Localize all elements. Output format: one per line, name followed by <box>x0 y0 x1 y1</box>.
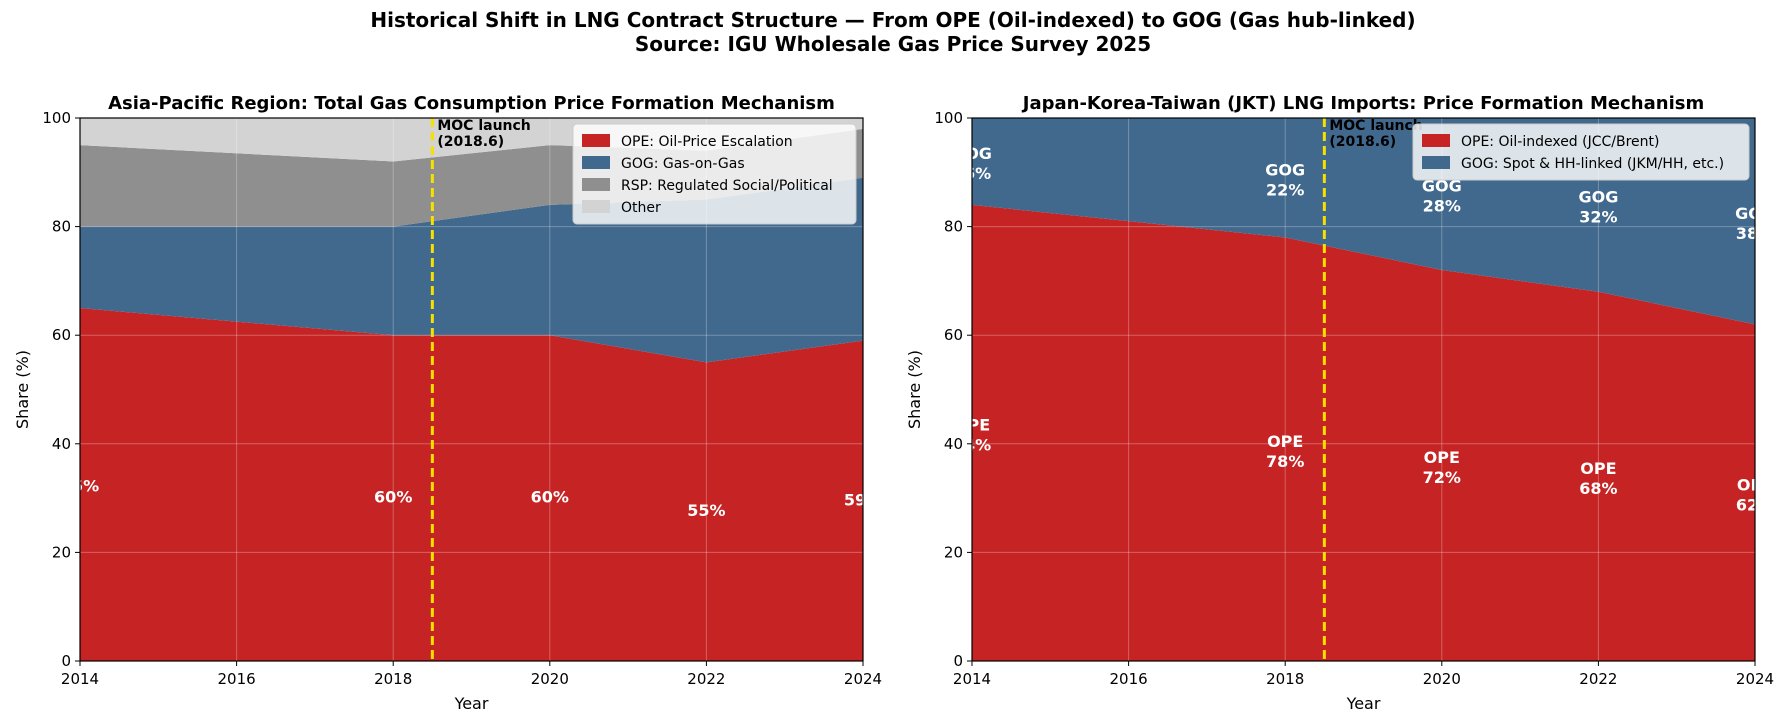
x-tick-label: 2024 <box>844 670 882 688</box>
legend-label: GOG: Spot & HH-linked (JKM/HH, etc.) <box>1461 156 1724 172</box>
x-tick-label: 2016 <box>218 670 256 688</box>
area-ope-oil-indexed-jcc-brent <box>972 204 1755 661</box>
legend-item-ope-oil-price-escalation: OPE: Oil-Price Escalation <box>582 134 793 150</box>
x-tick-label: 2020 <box>531 670 569 688</box>
legend-label: Other <box>621 200 661 216</box>
area-layers <box>972 118 1755 661</box>
legend-swatch <box>1422 134 1450 147</box>
data-label: 59% <box>844 490 882 509</box>
legend-item-gog-spot-hh-linked-jkm-hh-etc: GOG: Spot & HH-linked (JKM/HH, etc.) <box>1422 156 1724 172</box>
legend-swatch <box>582 178 610 191</box>
legend-label: RSP: Regulated Social/Political <box>621 178 833 194</box>
legend: OPE: Oil-indexed (JCC/Brent) GOG: Spot & … <box>1412 123 1750 181</box>
x-axis-label: Year <box>1346 694 1381 713</box>
moc-launch-date: (2018.6) <box>1329 134 1396 150</box>
data-label: 65% <box>61 477 99 496</box>
panel-asia-pacific: MOC launch(2018.6)65%60% 60%55%59%2014 201… <box>13 93 882 713</box>
data-label: GOG 22% <box>1265 160 1305 199</box>
data-label: GOG 38% <box>1735 204 1775 243</box>
y-tick-label: 20 <box>944 543 963 561</box>
y-tick-label: 100 <box>934 109 963 127</box>
x-axis-label: Year <box>454 694 489 713</box>
y-tick-label: 20 <box>52 543 71 561</box>
y-tick-label: 80 <box>944 218 963 236</box>
legend-item-gog-gas-on-gas: GOG: Gas-on-Gas <box>582 156 745 172</box>
data-label: 60% <box>531 488 569 507</box>
legend-box <box>1412 123 1750 181</box>
data-label: OPE 72% <box>1423 448 1461 487</box>
x-tick-label: 2022 <box>687 670 725 688</box>
y-tick-label: 40 <box>944 435 963 453</box>
x-tick-label: 2018 <box>1266 670 1304 688</box>
x-tick-label: 2016 <box>1110 670 1148 688</box>
legend-swatch <box>582 134 610 147</box>
data-label: 60% <box>374 488 412 507</box>
figure-title-line1: Historical Shift in LNG Contract Structu… <box>370 8 1415 32</box>
data-label: OPE 78% <box>1266 432 1304 471</box>
legend-label: OPE: Oil-indexed (JCC/Brent) <box>1461 134 1660 150</box>
moc-launch-date: (2018.6) <box>437 134 504 150</box>
y-axis-label: Share (%) <box>13 350 32 429</box>
x-tick-label: 2022 <box>1579 670 1617 688</box>
legend-item-rsp-regulated-social-political: RSP: Regulated Social/Political <box>582 178 833 194</box>
legend-item-other: Other <box>582 200 661 216</box>
legend-label: OPE: Oil-Price Escalation <box>621 134 793 150</box>
y-tick-label: 0 <box>61 652 71 670</box>
axes-frame <box>971 117 1756 662</box>
legend-label: GOG: Gas-on-Gas <box>621 156 745 172</box>
legend-swatch <box>582 156 610 169</box>
data-label: OPE 62% <box>1736 475 1774 514</box>
legend-swatch <box>1422 156 1450 169</box>
y-tick-label: 0 <box>953 652 963 670</box>
legend-box <box>572 123 857 225</box>
area-ope-oil-price-escalation <box>80 308 863 661</box>
y-tick-label: 60 <box>52 326 71 344</box>
data-labels: OPE 84% OPE 78% OPE 72% OPE 68% OPE 62% GOG 16% GOG 2… <box>952 144 1775 514</box>
panel-jkt: MOC launch(2018.6) OPE 84% OPE 78% OPE 72% OPE 6… <box>905 93 1775 713</box>
y-tick-label: 40 <box>52 435 71 453</box>
x-tick-label: 2024 <box>1736 670 1774 688</box>
legend-swatch <box>582 200 610 213</box>
data-label: OPE 68% <box>1579 459 1617 498</box>
data-label: 55% <box>687 501 725 520</box>
moc-launch-label: MOC launch <box>437 118 530 134</box>
axes-frame <box>79 117 864 662</box>
x-tick-label: 2020 <box>1423 670 1461 688</box>
data-label: OPE 84% <box>953 416 991 455</box>
y-tick-label: 80 <box>52 218 71 236</box>
legend-item-ope-oil-indexed-jcc-brent: OPE: Oil-indexed (JCC/Brent) <box>1422 134 1660 150</box>
x-tick-label: 2014 <box>953 670 991 688</box>
legend: OPE: Oil-Price Escalation GOG: Gas-on-Gas… <box>572 123 857 225</box>
moc-launch-label: MOC launch <box>1329 118 1422 134</box>
data-labels: 65% 60% 60% 55% 59% <box>61 477 882 520</box>
figure-title-line2: Source: IGU Wholesale Gas Price Survey 2… <box>635 32 1151 56</box>
x-tick-label: 2018 <box>374 670 412 688</box>
y-tick-label: 60 <box>944 326 963 344</box>
panel-title: Asia-Pacific Region: Total Gas Consumpti… <box>108 93 835 114</box>
data-label: GOG 32% <box>1578 187 1618 226</box>
panel-title: Japan-Korea-Taiwan (JKT) LNG Imports: Pr… <box>1021 93 1704 114</box>
y-tick-label: 100 <box>42 109 71 127</box>
data-label: GOG 28% <box>1422 177 1462 216</box>
data-label: GOG 16% <box>952 144 992 183</box>
y-axis-label: Share (%) <box>905 350 924 429</box>
x-tick-label: 2014 <box>61 670 99 688</box>
